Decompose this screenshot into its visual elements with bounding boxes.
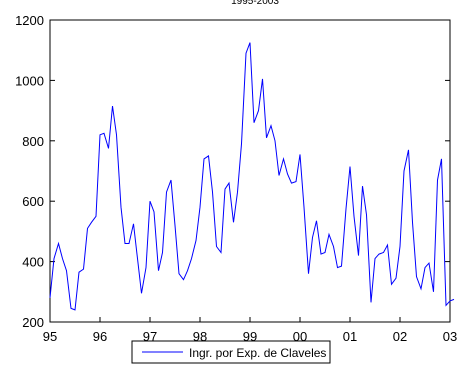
x-tick-label: 96 bbox=[93, 329, 107, 344]
legend-label: Ingr. por Exp. de Claveles bbox=[189, 346, 326, 360]
series-line bbox=[49, 42, 455, 311]
y-tick-label: 800 bbox=[22, 134, 44, 149]
legend-box bbox=[131, 340, 331, 364]
x-tick-label: 01 bbox=[343, 329, 357, 344]
x-tick-label: 99 bbox=[243, 329, 257, 344]
x-tick-label: 95 bbox=[43, 329, 57, 344]
legend: Ingr. por Exp. de Claveles bbox=[131, 340, 331, 364]
plot-frame bbox=[49, 19, 451, 323]
x-axis: 95 96 97 98 99 00 01 02 03 bbox=[43, 317, 457, 344]
series-group bbox=[49, 42, 455, 311]
x-tick-label: 98 bbox=[193, 329, 207, 344]
y-axis: 200 400 600 800 1000 1200 bbox=[15, 13, 450, 330]
y-tick-label: 200 bbox=[22, 315, 44, 330]
x-tick-label: 00 bbox=[293, 329, 307, 344]
y-tick-label: 1000 bbox=[15, 73, 44, 88]
y-tick-label: 600 bbox=[22, 194, 44, 209]
x-tick-label: 03 bbox=[443, 329, 457, 344]
x-tick-label: 97 bbox=[143, 329, 157, 344]
y-tick-label: 1200 bbox=[15, 13, 44, 28]
y-tick-label: 400 bbox=[22, 255, 44, 270]
chart-subtitle: 1995-2003 bbox=[231, 0, 279, 7]
x-tick-label: 02 bbox=[393, 329, 407, 344]
